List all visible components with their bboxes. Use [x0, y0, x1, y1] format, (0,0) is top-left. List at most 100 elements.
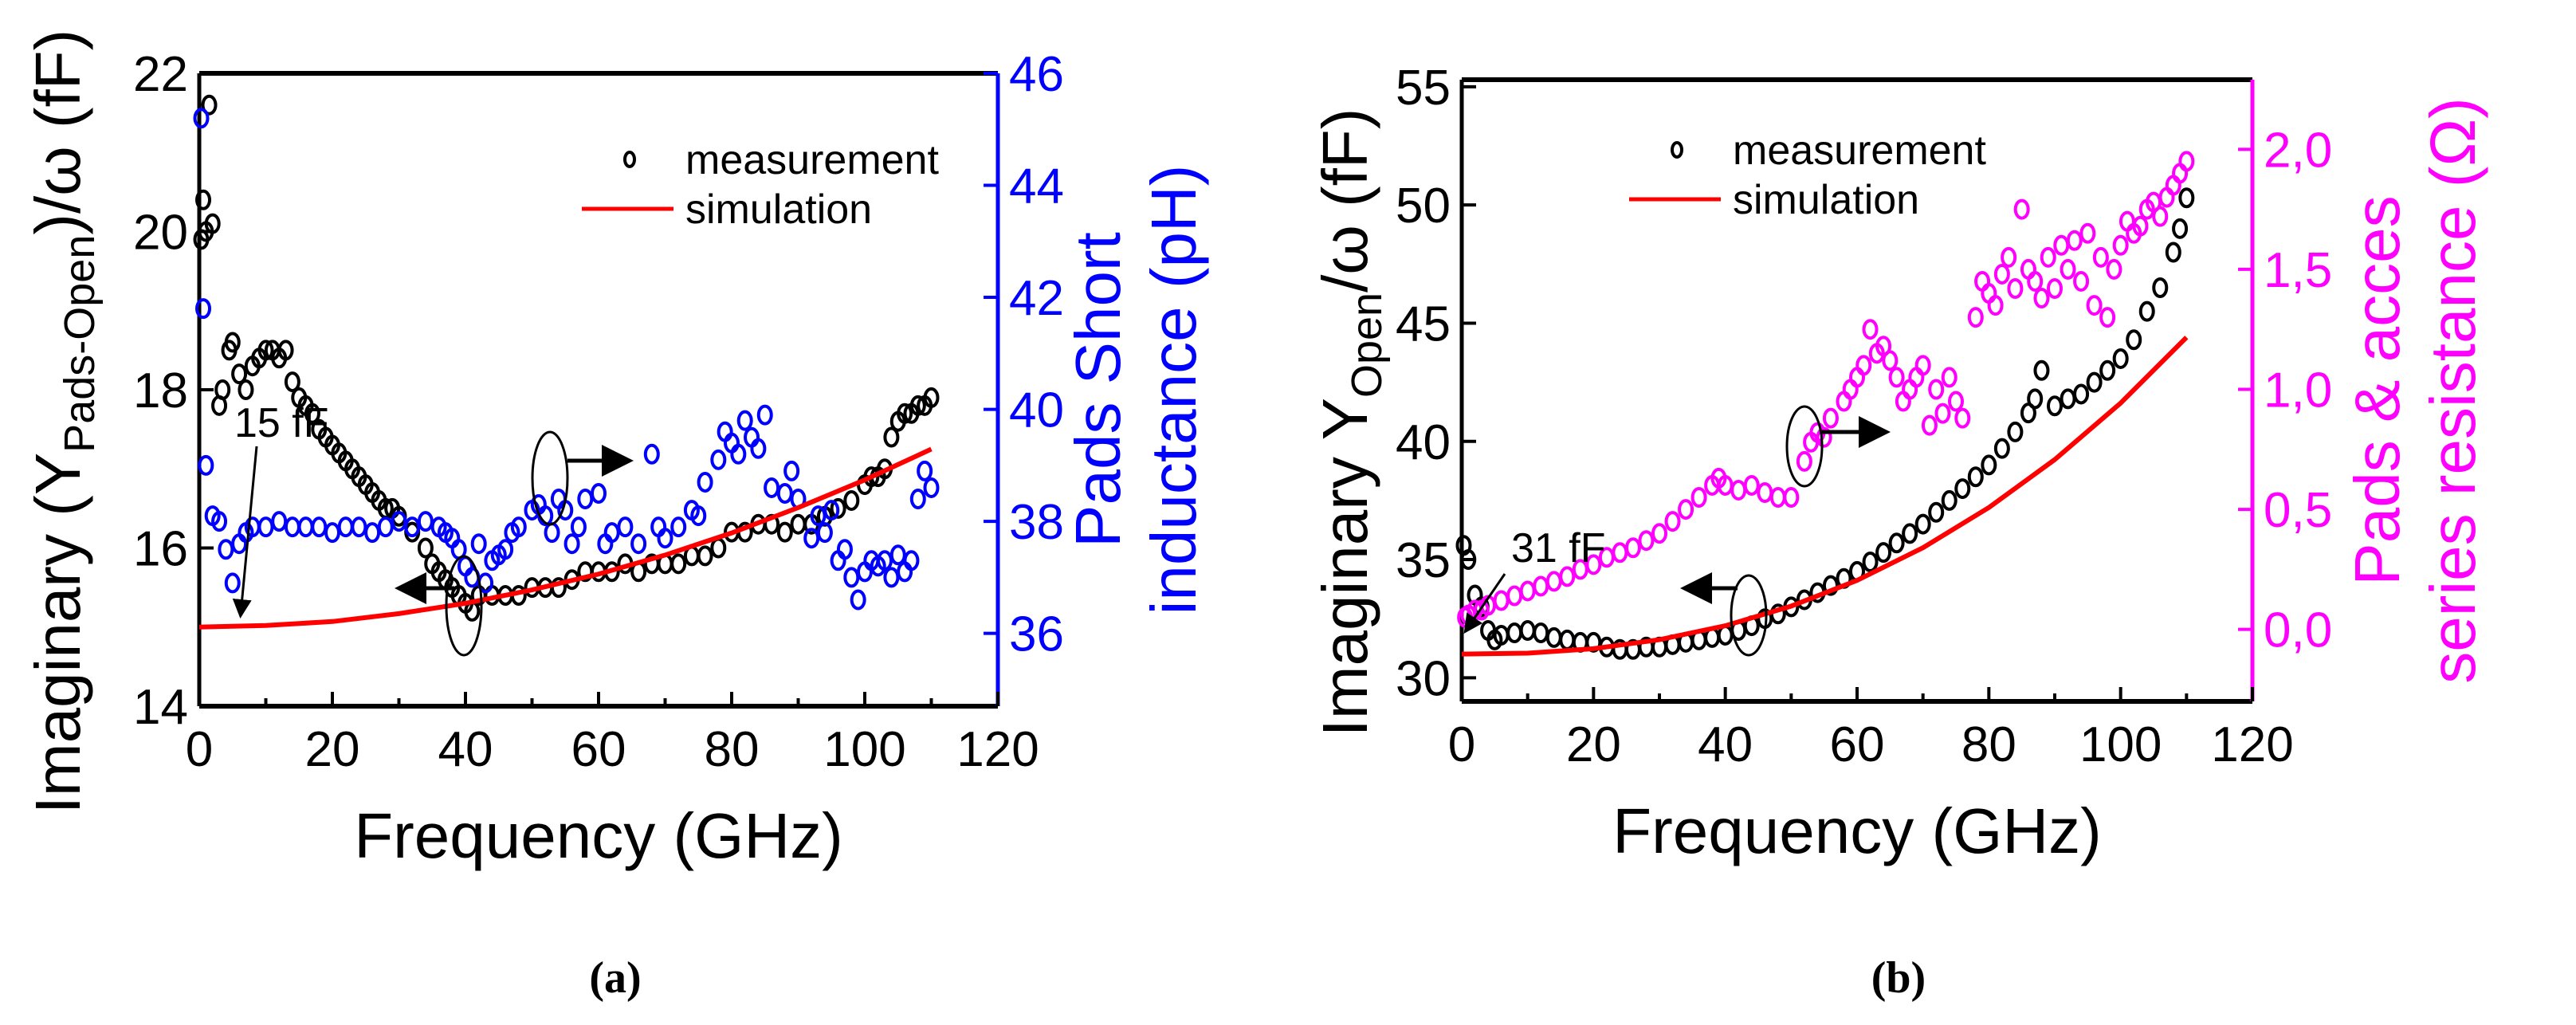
y2-tick-label: 38 — [1009, 495, 1064, 550]
y-axis-title-subscript: Pads-Open — [56, 235, 104, 453]
measurement-point — [204, 213, 221, 234]
resistance-point — [2132, 215, 2149, 237]
y2-axis-title-line2: inductance (pH) — [1138, 165, 1209, 615]
resistance-point — [1948, 391, 1964, 412]
measurement-point — [2178, 187, 2195, 209]
measurement-point — [1460, 549, 1477, 571]
resistance-point — [1934, 403, 1951, 424]
measurement-point — [224, 332, 241, 353]
measurement-point — [670, 553, 687, 575]
y-axis-title-subscript: Open — [1343, 293, 1391, 398]
inductance-point — [670, 516, 687, 538]
y-tick-label: 45 — [1396, 297, 1451, 351]
resistance-point — [1816, 426, 1832, 448]
inductance-point — [630, 533, 647, 555]
x-tick-label: 80 — [1961, 717, 2016, 772]
inductance-point — [404, 516, 421, 538]
measurement-point — [2112, 348, 2129, 369]
resistance-point — [2060, 258, 2076, 280]
inductance-point — [710, 449, 727, 470]
measurement-point — [790, 513, 807, 535]
inductance-point — [816, 522, 833, 544]
y2-tick-label: 46 — [1009, 47, 1064, 102]
resistance-point — [1987, 295, 2004, 316]
y2-axis-title-line2: series resistance (Ω) — [2417, 97, 2488, 684]
measurement-point — [776, 521, 793, 543]
x-tick-label: 40 — [438, 722, 493, 777]
resistance-point — [2047, 278, 2063, 300]
resistance-point — [1783, 487, 1800, 509]
y2-tick-label: 1,0 — [2264, 363, 2332, 418]
y-axis-title-main: Imaginary Y — [1310, 398, 1380, 736]
x-tick-label: 100 — [823, 722, 905, 777]
resistance-point — [1533, 575, 1549, 597]
resistance-point — [1743, 474, 1760, 496]
x-tick-label: 40 — [1698, 717, 1753, 772]
y-tick-label: 40 — [1396, 415, 1451, 470]
measurement-point — [1506, 622, 1523, 643]
y2-tick-label: 44 — [1009, 159, 1064, 214]
resistance-point — [1954, 407, 1971, 429]
resistance-point — [2106, 258, 2122, 280]
resistance-point — [1822, 407, 1839, 429]
resistance-point — [1493, 590, 1510, 611]
resistance-point — [1928, 379, 1945, 400]
measurement-point — [1862, 552, 1879, 573]
annotation-label: 31 fF — [1511, 525, 1606, 571]
inductance-point — [889, 544, 906, 566]
measurement-point — [1533, 622, 1549, 643]
resistance-point — [1519, 580, 1536, 602]
resistance-point — [1651, 523, 1667, 544]
y-tick-label: 50 — [1396, 179, 1451, 234]
inductance-point — [877, 550, 893, 571]
inductance-point — [730, 443, 747, 465]
inductance-point — [351, 516, 367, 538]
measurement-point — [1822, 575, 1839, 596]
measurement-point — [2027, 388, 2044, 410]
inductance-point — [224, 572, 241, 594]
inductance-point — [617, 516, 634, 538]
measurement-point — [1888, 532, 1905, 554]
inductance-point — [909, 489, 926, 510]
inductance-point — [470, 533, 487, 555]
measurement-point — [2060, 388, 2076, 410]
inductance-point — [311, 516, 328, 538]
inductance-point — [776, 482, 793, 504]
measurement-point — [1545, 626, 1562, 648]
y-axis-title: Imaginary (YPads-Open)/ω (fF) — [22, 29, 104, 815]
measurement-point — [1519, 620, 1536, 642]
legend-label-measurement: measurement — [685, 137, 939, 183]
y-tick-label: 20 — [133, 206, 188, 261]
resistance-point — [1624, 537, 1641, 559]
panel-caption: (b) — [1871, 953, 1926, 1003]
resistance-point — [1559, 566, 1576, 587]
resistance-point — [1545, 571, 1562, 592]
resistance-point — [1506, 585, 1523, 607]
inductance-point — [903, 550, 920, 571]
inductance-point — [510, 516, 527, 538]
inductance-point — [564, 533, 580, 555]
inductance-point — [657, 528, 673, 549]
legend-marker-measurement — [1671, 141, 1683, 159]
y2-axis-title-line1: Pads & acces — [2342, 195, 2413, 585]
measurement-point — [304, 403, 320, 424]
inductance-point — [577, 489, 594, 510]
plot-area — [193, 94, 940, 630]
inductance-point — [591, 482, 607, 504]
simulation-line — [1461, 336, 2189, 657]
resistance-point — [2040, 246, 2056, 268]
inductance-point — [803, 528, 820, 549]
x-tick-label: 120 — [956, 722, 1039, 777]
resistance-point — [2086, 295, 2103, 316]
measurement-point — [863, 466, 880, 488]
right-axis-indicator-ellipse — [1785, 405, 1824, 488]
inductance-point — [917, 460, 933, 481]
resistance-point — [2099, 307, 2116, 328]
resistance-point — [1730, 479, 1747, 501]
y2-tick-label: 1,5 — [2264, 243, 2332, 298]
measurement-point — [214, 379, 231, 400]
x-tick-label: 80 — [705, 722, 760, 777]
inductance-point — [211, 511, 228, 532]
measurement-point — [923, 387, 940, 408]
measurement-point — [1928, 501, 1945, 523]
